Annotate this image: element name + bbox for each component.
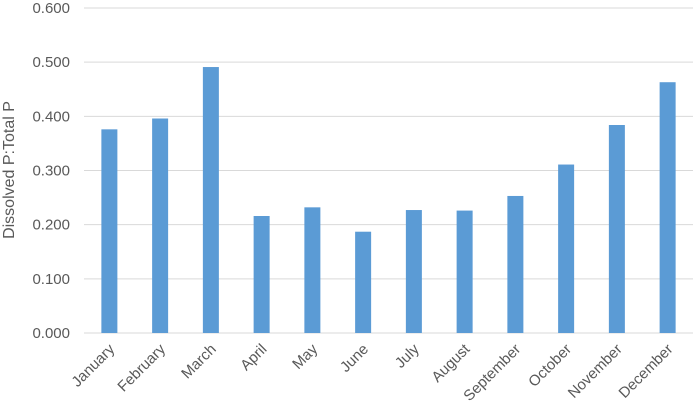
bar-december [659,82,676,333]
x-tick-label: June [337,341,372,376]
bar-february [152,118,169,333]
y-tick-label: 0.200 [32,217,70,234]
x-tick-label: October [525,341,575,391]
y-tick-label: 0.000 [32,325,70,342]
x-tick-label: April [237,341,270,374]
y-tick-label: 0.400 [32,108,70,125]
x-tick-label: December [615,341,676,402]
bar-july [405,210,422,333]
bar-may [304,207,321,333]
bar-november [608,125,625,333]
gridlines [84,7,693,334]
bar-january [101,129,118,333]
bar-august [456,210,473,333]
y-axis-title: Dissolved P:Total P [1,101,18,239]
bar-march [202,67,219,334]
bar-june [355,231,372,333]
bar-series [101,67,676,334]
x-tick-label: July [392,340,423,371]
y-axis-tick-labels: 0.000 0.100 0.200 0.300 0.400 0.500 0.600 [32,0,70,342]
bar-september [507,195,524,333]
x-tick-label: January [68,340,118,390]
bar-april [253,216,270,333]
x-tick-label: November [565,341,626,402]
x-tick-label: March [178,341,219,382]
y-tick-label: 0.600 [32,0,70,17]
y-tick-label: 0.300 [32,163,70,180]
x-tick-label: February [114,340,169,395]
y-tick-label: 0.500 [32,54,70,71]
x-tick-label: August [428,340,474,386]
y-tick-label: 0.100 [32,271,70,288]
x-tick-label: May [289,340,321,372]
bar-october [558,164,575,333]
